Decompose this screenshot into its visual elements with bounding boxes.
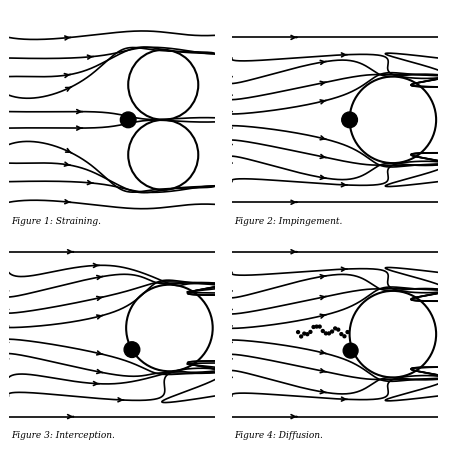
Circle shape xyxy=(333,327,336,330)
Circle shape xyxy=(299,335,302,338)
Circle shape xyxy=(314,325,317,329)
Text: Figure 1: Straining.: Figure 1: Straining. xyxy=(11,217,101,225)
Text: Figure 2: Impingement.: Figure 2: Impingement. xyxy=(234,217,342,225)
Circle shape xyxy=(296,331,299,334)
Circle shape xyxy=(302,333,305,335)
Circle shape xyxy=(308,331,311,334)
Circle shape xyxy=(341,113,357,128)
Circle shape xyxy=(345,331,348,334)
Circle shape xyxy=(327,332,330,335)
Circle shape xyxy=(321,330,324,333)
Circle shape xyxy=(330,330,333,333)
Circle shape xyxy=(305,333,308,336)
Text: Figure 4: Diffusion.: Figure 4: Diffusion. xyxy=(234,430,322,439)
Circle shape xyxy=(120,113,136,128)
Text: Figure 3: Interception.: Figure 3: Interception. xyxy=(11,430,114,439)
Circle shape xyxy=(324,332,327,335)
Circle shape xyxy=(343,344,357,358)
Circle shape xyxy=(318,325,320,329)
Circle shape xyxy=(336,329,339,331)
Circle shape xyxy=(311,326,314,329)
Circle shape xyxy=(339,333,342,336)
Circle shape xyxy=(342,335,345,338)
Circle shape xyxy=(124,342,140,358)
